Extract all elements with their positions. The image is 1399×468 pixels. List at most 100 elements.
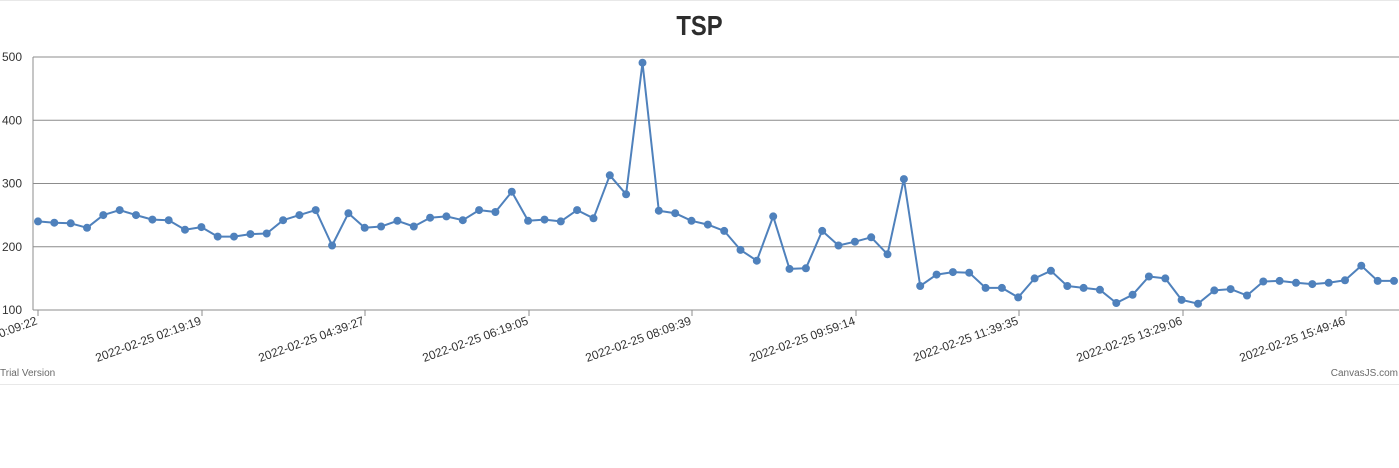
data-point [1259, 277, 1268, 286]
x-tick-label: 2022-02-25 13:29:06 [1075, 314, 1185, 365]
data-point [66, 219, 75, 228]
data-point [1144, 272, 1153, 281]
data-point [34, 217, 42, 226]
data-point [1210, 286, 1219, 295]
data-point [1373, 276, 1382, 285]
data-point [148, 215, 157, 224]
line-chart: 100 200 300 400 500 2022-02-25 00:09:22 2022-0… [0, 50, 1399, 365]
data-point [458, 216, 467, 225]
x-tick-label: 2022-02-25 04:39:27 [257, 314, 367, 365]
data-point [589, 214, 598, 223]
data-point [311, 206, 320, 215]
data-point [1079, 283, 1088, 292]
data-point [899, 175, 908, 184]
data-point [1275, 276, 1284, 285]
data-point [524, 216, 533, 225]
data-point [801, 264, 810, 273]
data-point [818, 226, 827, 235]
data-point [883, 250, 892, 259]
data-point [1046, 266, 1055, 275]
data-point [1194, 299, 1202, 308]
trial-version-watermark: Trial Version [0, 368, 56, 379]
x-tick-label: 2022-02-25 08:09:39 [584, 314, 694, 365]
data-point [769, 212, 778, 221]
data-point [1341, 276, 1349, 285]
bottom-border [0, 384, 1399, 385]
data-point [850, 237, 859, 246]
data-point [50, 218, 59, 227]
data-point [1128, 290, 1137, 299]
data-point [409, 222, 418, 231]
data-point [981, 283, 990, 292]
data-point [132, 211, 140, 220]
data-point [540, 215, 549, 224]
data-point [605, 171, 614, 180]
data-point [752, 256, 761, 265]
data-point [197, 223, 206, 232]
data-point [1226, 285, 1235, 294]
data-point [1063, 282, 1072, 290]
data-point [295, 211, 304, 220]
data-point [181, 225, 189, 234]
data-point [279, 216, 288, 225]
y-tick-label: 100 [2, 303, 22, 317]
data-point [965, 268, 974, 277]
data-point [834, 241, 843, 250]
data-point [475, 206, 484, 215]
y-tick-label: 500 [2, 50, 22, 64]
data-point [573, 206, 582, 215]
data-point [442, 212, 451, 221]
data-point [360, 223, 369, 232]
data-point [393, 216, 402, 225]
data-point [654, 206, 663, 215]
data-point [1243, 291, 1251, 300]
data-point [687, 216, 696, 225]
data-point [164, 216, 173, 225]
y-tick-label: 200 [2, 240, 22, 254]
data-point [916, 282, 925, 290]
data-point [736, 245, 745, 254]
x-tick-label: 2022-02-25 06:19:05 [421, 314, 531, 365]
data-point [785, 264, 794, 273]
data-point [1177, 295, 1186, 304]
data-point [262, 229, 271, 238]
data-point [948, 268, 957, 277]
y-tick-label: 300 [2, 177, 22, 191]
data-point [115, 206, 124, 215]
x-tick-label: 2022-02-25 11:39:35 [911, 314, 1020, 365]
data-point [83, 223, 91, 232]
data-point [377, 222, 386, 231]
data-point [932, 270, 941, 279]
data-point [328, 241, 337, 250]
data-point [1030, 274, 1039, 283]
data-point [1390, 276, 1398, 285]
x-tick-label: 2022-02-25 09:59:14 [748, 314, 858, 365]
data-point [99, 211, 108, 220]
data-point [703, 220, 712, 229]
data-point [1324, 278, 1333, 287]
data-point [867, 233, 876, 242]
data-point [246, 230, 255, 239]
top-border [0, 0, 1399, 1]
data-point [1014, 293, 1023, 302]
data-point [622, 190, 631, 199]
canvasjs-watermark[interactable]: CanvasJS.com [1330, 368, 1398, 379]
data-point [1292, 278, 1300, 287]
data-point [671, 209, 680, 218]
data-point [1112, 299, 1121, 307]
x-tick-label: 2022-02-25 00:09:22 [0, 314, 39, 365]
x-tick-label: 2022-02-25 02:19:19 [94, 314, 204, 365]
data-point [344, 209, 353, 218]
data-point [426, 213, 435, 222]
data-point [230, 232, 238, 241]
data-point [1308, 280, 1317, 289]
data-point [638, 58, 647, 67]
data-point [1161, 274, 1170, 283]
data-point [720, 226, 729, 235]
data-point [556, 217, 565, 226]
chart-container: TSP 100 200 300 400 500 2022-02-25 00:09:22 20… [0, 10, 1399, 379]
data-point [1357, 261, 1366, 270]
data-point [491, 208, 500, 216]
data-point [213, 232, 222, 241]
chart-title: TSP [676, 10, 723, 41]
